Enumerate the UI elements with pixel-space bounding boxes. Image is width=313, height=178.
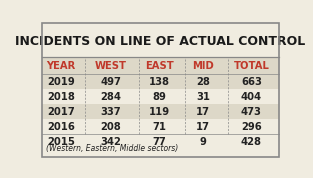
Text: 2019: 2019 xyxy=(47,77,75,87)
Bar xyxy=(42,89,279,104)
Text: MID: MID xyxy=(192,61,214,70)
Text: 2018: 2018 xyxy=(47,92,75,102)
Text: 473: 473 xyxy=(241,107,262,117)
Text: 2016: 2016 xyxy=(47,122,75,132)
Text: 9: 9 xyxy=(199,137,206,147)
Text: 284: 284 xyxy=(100,92,121,102)
Text: EAST: EAST xyxy=(145,61,174,70)
Text: INCIDENTS ON LINE OF ACTUAL CONTROL: INCIDENTS ON LINE OF ACTUAL CONTROL xyxy=(15,35,305,48)
Bar xyxy=(42,104,279,119)
Text: 119: 119 xyxy=(149,107,170,117)
Text: 337: 337 xyxy=(100,107,121,117)
Text: 71: 71 xyxy=(152,122,166,132)
Text: YEAR: YEAR xyxy=(46,61,75,70)
Bar xyxy=(42,119,279,134)
Text: (Western, Eastern, Middle sectors): (Western, Eastern, Middle sectors) xyxy=(46,144,179,153)
Text: 31: 31 xyxy=(196,92,210,102)
Text: 138: 138 xyxy=(149,77,170,87)
Text: 404: 404 xyxy=(241,92,262,102)
Text: WEST: WEST xyxy=(95,61,127,70)
Text: 77: 77 xyxy=(152,137,166,147)
Text: 663: 663 xyxy=(241,77,262,87)
Bar xyxy=(42,57,279,74)
Text: 428: 428 xyxy=(241,137,262,147)
Text: 28: 28 xyxy=(196,77,210,87)
Text: 342: 342 xyxy=(100,137,121,147)
Text: 296: 296 xyxy=(241,122,262,132)
Text: 208: 208 xyxy=(100,122,121,132)
Text: 2015: 2015 xyxy=(47,137,75,147)
Text: 89: 89 xyxy=(152,92,166,102)
Text: 17: 17 xyxy=(196,122,210,132)
Text: TOTAL: TOTAL xyxy=(233,61,269,70)
Text: 2017: 2017 xyxy=(47,107,75,117)
Text: 17: 17 xyxy=(196,107,210,117)
Text: 497: 497 xyxy=(100,77,121,87)
Bar xyxy=(42,74,279,89)
